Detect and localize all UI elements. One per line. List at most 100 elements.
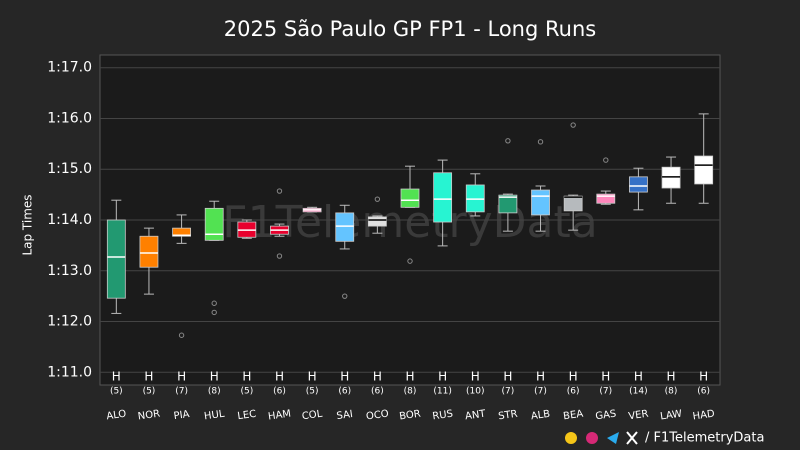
x-tick-label: OCO xyxy=(365,408,389,422)
outlier xyxy=(374,196,381,202)
box xyxy=(335,212,355,242)
lap-count: (5) xyxy=(143,387,156,397)
lap-count: (5) xyxy=(240,387,253,397)
y-tick-label: 1:12.0 xyxy=(47,314,92,330)
x-tick-label: HAM xyxy=(267,408,291,422)
x-tick-label: HAD xyxy=(692,408,716,422)
box xyxy=(596,193,616,204)
y-tick-label: 1:16.0 xyxy=(47,110,92,126)
compound: H xyxy=(536,370,545,384)
compound: H xyxy=(438,370,447,384)
outlier xyxy=(537,139,544,145)
x-tick-label: VER xyxy=(628,409,649,423)
lap-count: (8) xyxy=(665,387,678,397)
compound: H xyxy=(503,370,512,384)
compound: H xyxy=(405,370,414,384)
box xyxy=(367,216,387,227)
x-tick-label: LAW xyxy=(659,409,682,423)
compound: H xyxy=(699,370,708,384)
outlier xyxy=(211,300,217,306)
box xyxy=(139,235,159,268)
box xyxy=(433,172,453,223)
y-tick-label: 1:11.0 xyxy=(47,364,92,380)
x-tick-label: SAI xyxy=(336,409,354,422)
box xyxy=(694,155,714,185)
compound: H xyxy=(471,370,480,384)
compound: H xyxy=(144,370,153,384)
icon xyxy=(626,431,638,445)
outlier xyxy=(407,258,413,264)
box xyxy=(661,166,681,189)
compound: H xyxy=(275,370,284,384)
icon xyxy=(586,432,598,444)
lap-count: (11) xyxy=(433,387,451,397)
outlier xyxy=(178,332,185,338)
compound: H xyxy=(634,370,643,384)
y-tick-label: 1:15.0 xyxy=(47,161,92,177)
compound: H xyxy=(112,370,121,384)
lap-count: (6) xyxy=(338,387,351,397)
box xyxy=(204,207,224,241)
y-tick-label: 1:13.0 xyxy=(47,263,92,279)
lap-count: (5) xyxy=(110,387,123,397)
x-tick-label: ALO xyxy=(106,409,127,423)
x-tick-label: BEA xyxy=(563,409,585,423)
lap-count: (6) xyxy=(567,387,580,397)
x-tick-label: PIA xyxy=(173,409,190,422)
x-tick-label: LEC xyxy=(237,409,257,423)
lap-count: (7) xyxy=(534,387,547,397)
x-tick-label: HUL xyxy=(203,409,225,423)
outlier xyxy=(505,138,511,144)
compound: H xyxy=(569,370,578,384)
box xyxy=(498,194,518,214)
icon xyxy=(607,432,619,444)
outlier xyxy=(342,293,348,299)
box xyxy=(465,184,485,213)
lap-count: (7) xyxy=(502,387,515,397)
x-tick-label: ALB xyxy=(530,409,551,423)
x-tick-label: BOR xyxy=(399,409,422,423)
x-tick-label: ANT xyxy=(464,409,487,423)
lap-count: (6) xyxy=(371,387,384,397)
lap-count: (6) xyxy=(697,387,710,397)
compound: H xyxy=(373,370,382,384)
y-tick-label: 1:17.0 xyxy=(47,60,92,76)
compound: H xyxy=(210,370,219,384)
outlier xyxy=(211,309,217,316)
lap-count: (14) xyxy=(629,387,647,397)
x-tick-label: STR xyxy=(498,409,519,423)
box xyxy=(629,176,648,193)
social-icons xyxy=(565,431,638,445)
lap-count: (5) xyxy=(306,387,319,397)
box xyxy=(400,188,420,208)
lap-count: (7) xyxy=(599,387,612,397)
x-tick-label: COL xyxy=(301,409,323,423)
outlier xyxy=(276,188,283,194)
chart-title: 2025 São Paulo GP FP1 - Long Runs xyxy=(224,17,596,41)
compound: H xyxy=(601,370,610,384)
icon xyxy=(565,432,577,444)
x-tick-label: RUS xyxy=(432,409,454,423)
box xyxy=(563,195,583,212)
y-tick-label: 1:14.0 xyxy=(47,212,92,228)
box xyxy=(172,227,191,237)
lap-count: (8) xyxy=(404,387,417,397)
outlier xyxy=(603,157,609,163)
footer: / F1TelemetryData xyxy=(645,431,764,446)
y-axis-label: Lap Times xyxy=(21,194,35,255)
lap-count: (6) xyxy=(273,387,286,397)
lap-count: (10) xyxy=(466,387,484,397)
x-tick-label: NOR xyxy=(137,408,161,422)
compound: H xyxy=(242,370,251,384)
compound: H xyxy=(340,370,349,384)
compound: H xyxy=(308,370,317,384)
lap-count: (7) xyxy=(175,387,188,397)
compound: H xyxy=(177,370,186,384)
box xyxy=(106,219,126,299)
compound: H xyxy=(667,370,676,384)
outlier xyxy=(570,122,576,128)
lap-count: (8) xyxy=(208,387,221,397)
x-tick-label: GAS xyxy=(595,409,617,423)
box xyxy=(531,189,550,216)
